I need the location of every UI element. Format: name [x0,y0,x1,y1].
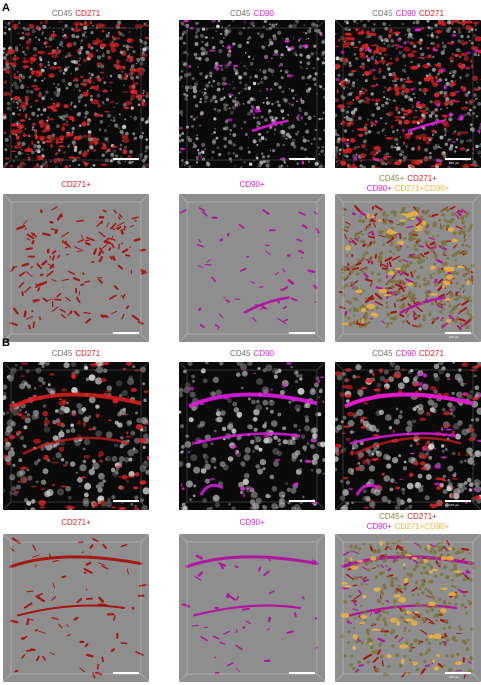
panel-image [3,194,149,342]
section-label-a: A [2,2,10,14]
scale-bar-label: 100 µm [449,675,460,679]
panel-image [179,362,325,510]
panel-image [3,534,149,682]
title-marker-red: CD271 [419,349,444,358]
panel-title: CD45+ CD271+ [328,512,481,522]
scale-bar [445,158,471,160]
surface-render-panel: 100 µm [335,534,481,682]
panel-title: CD45 CD271 [0,9,156,19]
scale-bar [289,332,315,334]
panel-title: CD271+ [0,518,156,528]
surface-render-panel: 100 µm [335,194,481,342]
scale-bar [113,672,139,674]
title-marker-magenta: CD90+ [366,522,392,531]
title-marker-magenta: CD90 [395,349,416,358]
title-marker-orange: CD271+CD90+ [394,522,450,531]
panel-title: CD45 CD90 [172,349,332,359]
title-marker-red: CD271 [75,349,101,358]
surface-render-panel [179,194,325,342]
panel-title: CD90+ [172,518,332,528]
panel-title: CD90+ [172,180,332,190]
title-marker-white: CD45 [51,9,73,18]
title-marker-magenta: CD90 [253,349,274,358]
surface-render-panel [3,534,149,682]
title-marker-white: CD45 [230,349,251,358]
title-marker-white: CD45 [372,9,393,18]
panel-image [335,20,481,168]
fluorescence-image-panel: 100 µm [335,362,481,510]
title-marker-magenta: CD90+ [366,184,392,193]
panel-title-line2: CD90+ CD271+CD90+ [328,522,481,532]
scale-bar [289,158,315,160]
panel-title: CD45 CD90 [172,9,332,19]
fluorescence-image-panel [179,362,325,510]
scale-bar [445,332,471,334]
scale-bar [445,500,471,502]
title-marker-red: CD271+ [407,174,437,183]
title-marker-white: CD45 [372,349,393,358]
scale-bar-label: 100 µm [449,503,460,507]
panel-image [3,20,149,168]
title-marker-magenta: CD90+ [239,518,265,527]
panel-image [179,194,325,342]
panel-image [3,362,149,510]
title-marker-red: CD271+ [61,180,91,189]
title-marker-white: CD45 [230,9,251,18]
fluorescence-image-panel [3,20,149,168]
title-marker-red: CD271 [75,9,101,18]
title-marker-red: CD271 [419,9,444,18]
panel-title: CD45+ CD271+ [328,174,481,184]
fluorescence-image-panel [3,362,149,510]
fluorescence-image-panel [179,20,325,168]
title-marker-magenta: CD90+ [239,180,265,189]
title-marker-magenta: CD90 [253,9,274,18]
title-marker-red: CD271+ [407,512,437,521]
title-marker-olive: CD45+ [379,512,405,521]
scale-bar [113,500,139,502]
scale-bar [289,500,315,502]
scale-bar-label: 100 µm [449,335,460,339]
surface-render-panel [3,194,149,342]
scale-bar [289,672,315,674]
scale-bar [113,158,139,160]
scale-bar-label: 100 µm [449,161,460,165]
panel-title: CD271+ [0,180,156,190]
title-marker-white: CD45 [51,349,73,358]
surface-render-panel [179,534,325,682]
title-marker-olive: CD45+ [379,174,405,183]
panel-title-line2: CD90+ CD271+CD90+ [328,184,481,194]
scale-bar [113,332,139,334]
panel-image [179,20,325,168]
panel-image [335,534,481,682]
panel-title: CD45 CD90 CD271 [328,349,481,359]
section-label-b: B [2,337,10,349]
panel-image [335,362,481,510]
panel-image [335,194,481,342]
panel-image [179,534,325,682]
scale-bar [445,672,471,674]
fluorescence-image-panel: 100 µm [335,20,481,168]
panel-title: CD45 CD90 CD271 [328,9,481,19]
title-marker-magenta: CD90 [395,9,416,18]
title-marker-red: CD271+ [61,518,91,527]
panel-title: CD45 CD271 [0,349,156,359]
title-marker-orange: CD271+CD90+ [394,184,450,193]
